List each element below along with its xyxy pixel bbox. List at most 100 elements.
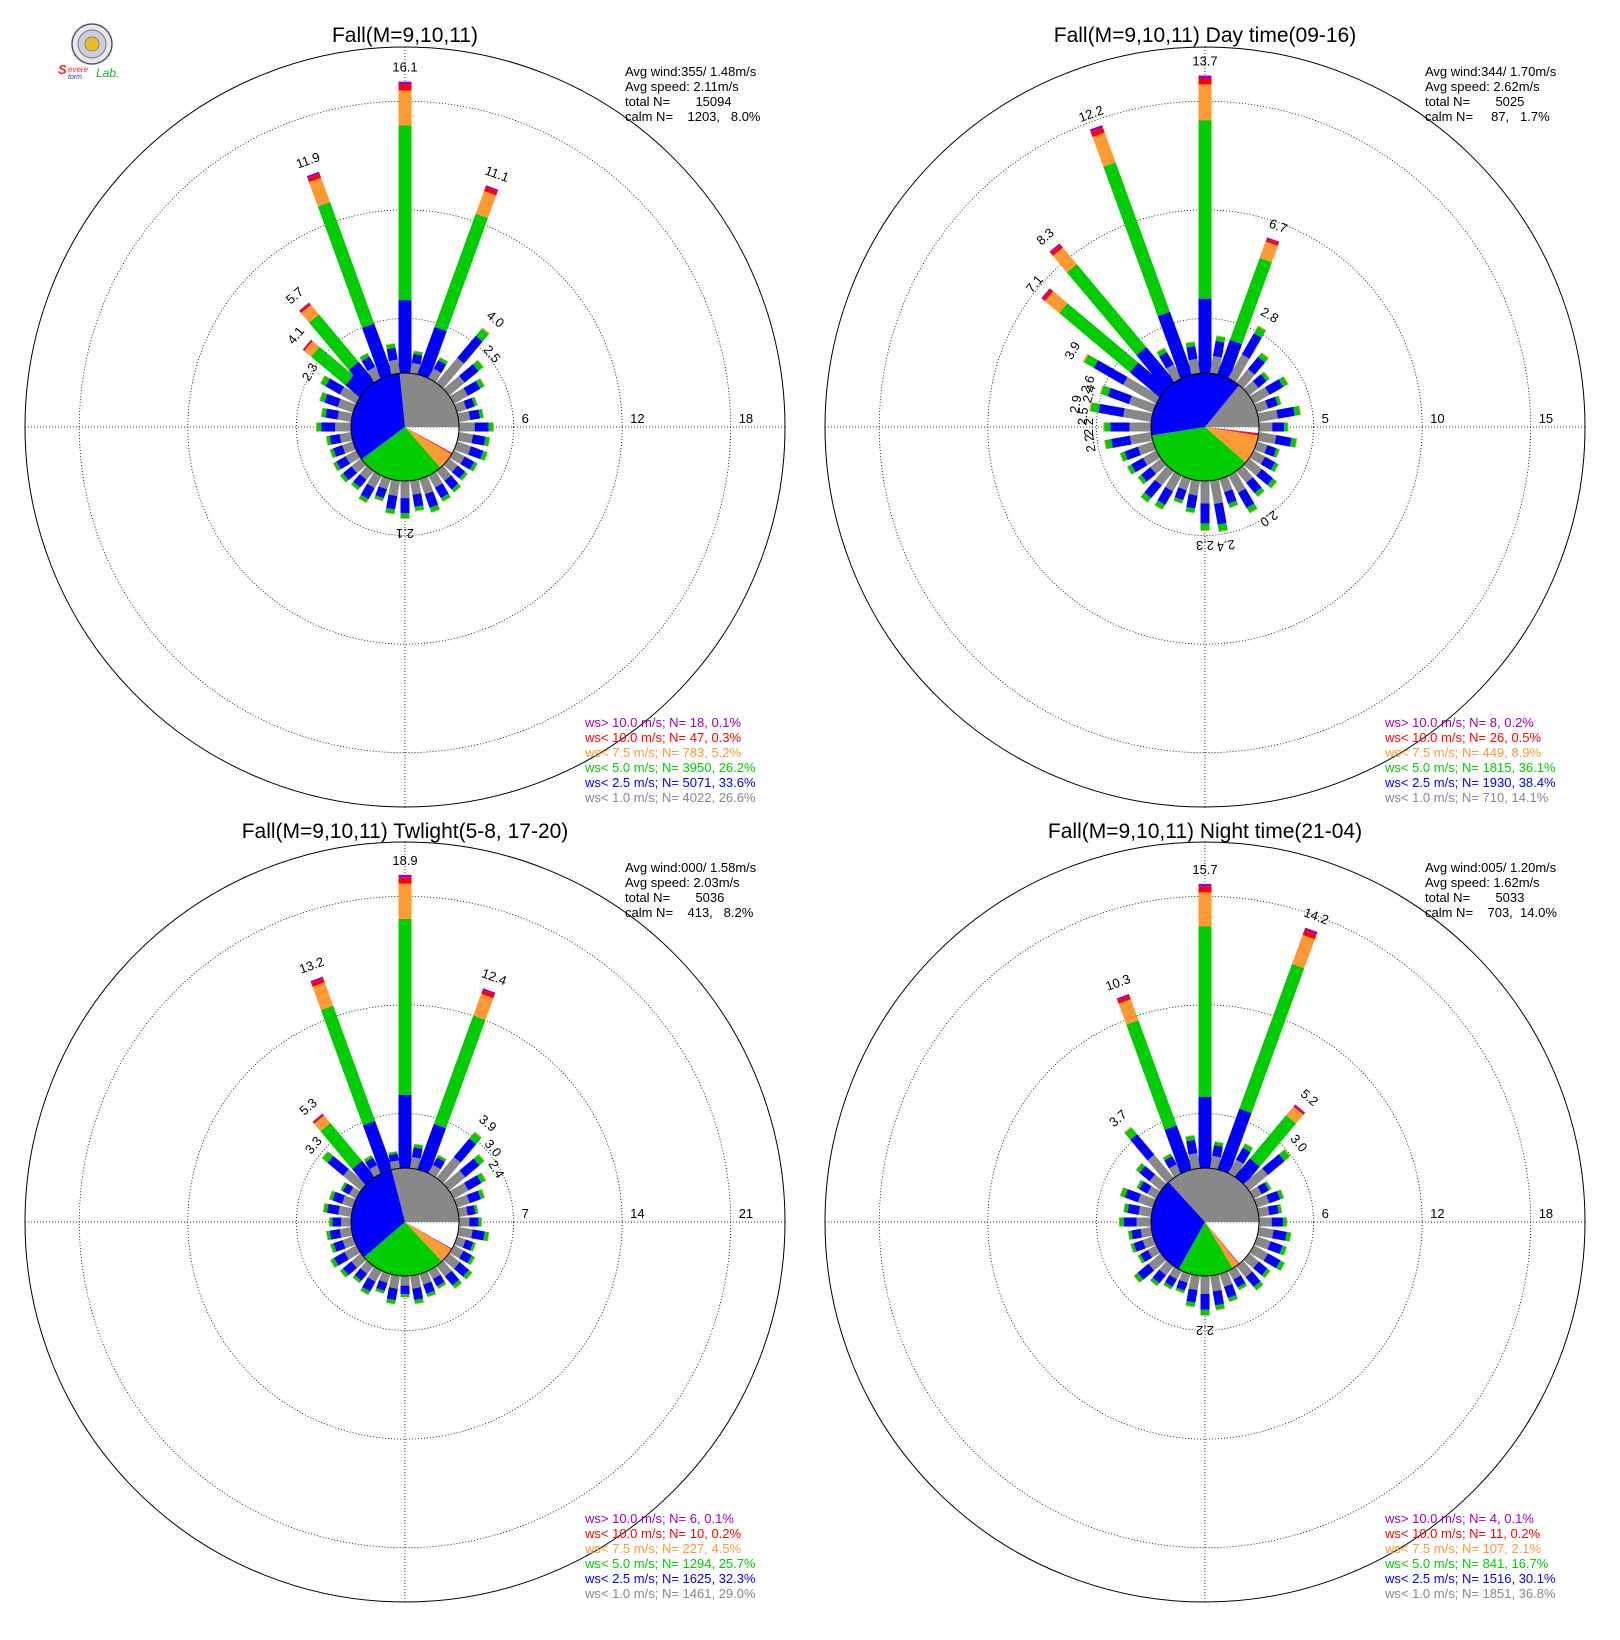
ring-label: 6 [1322, 1206, 1329, 1221]
legend-op: ws< [584, 730, 612, 745]
legend-entry: ws< 10.0 m/s; N= 47, 0.3% [584, 730, 742, 745]
petal-segment [1157, 311, 1193, 379]
petal-segment [1129, 431, 1153, 445]
petal-segment [1123, 1126, 1132, 1134]
petal-segment [1149, 1174, 1167, 1191]
direction-label: 3.7 [1106, 1107, 1129, 1130]
petal-segment [471, 396, 478, 407]
legend-percent: 26.2% [719, 760, 756, 775]
petal-segment [471, 434, 486, 446]
legend-n-label: N= [669, 715, 690, 730]
legend-percent: 8.9% [1511, 745, 1541, 760]
petal-segment [329, 433, 342, 445]
petal-segment [1254, 1236, 1271, 1250]
petal-segment [438, 357, 448, 365]
petal-segment [1103, 162, 1170, 317]
petal-segment [444, 1270, 460, 1286]
stat-line: Avg wind:005/ 1.20m/s [1425, 860, 1557, 875]
legend-entry: ws< 1.0 m/s; N= 1851, 36.8% [1384, 1586, 1556, 1601]
petal-segment [1104, 438, 1113, 449]
petal-segment [457, 1206, 468, 1218]
petal-segment [1293, 1105, 1305, 1115]
legend-entry: ws> 10.0 m/s; N= 6, 0.1% [584, 1511, 734, 1526]
direction-label: 2.4 [1216, 537, 1236, 555]
calm-pie-slice [1205, 427, 1259, 436]
petal-segment [330, 1243, 337, 1253]
petal-segment [1123, 408, 1153, 423]
direction-label: 13.7 [1192, 54, 1217, 69]
legend-n-label: N= [662, 1586, 683, 1601]
legend-limit: 10.0 m/s; [1412, 1511, 1469, 1526]
petal-segment [1293, 405, 1301, 416]
petal-segment [362, 1120, 393, 1174]
petal-segment [466, 1190, 481, 1204]
petal-segment [1131, 1228, 1143, 1240]
petal-segment [413, 350, 423, 356]
calm-pie-slice [351, 1169, 405, 1258]
legend-op: ws< [1384, 1541, 1412, 1556]
petal-segment [339, 386, 361, 404]
legend-percent: 16.7% [1511, 1556, 1548, 1571]
legend-op: ws< [584, 1556, 612, 1571]
petal-segment [1267, 1204, 1279, 1216]
petal-segment [359, 465, 374, 480]
petal-segment [1209, 1274, 1222, 1292]
petal-segment [1236, 1260, 1253, 1278]
legend-op: ws< [1384, 1556, 1412, 1571]
petal-segment [327, 1155, 349, 1176]
petal-segment [306, 171, 320, 179]
petal-segment [1168, 1164, 1182, 1178]
direction-label: 8.3 [1033, 225, 1056, 248]
petal-segment [483, 1231, 489, 1242]
petal-segment [1128, 1230, 1133, 1240]
petal-segment [1120, 451, 1128, 462]
petal-segment [339, 431, 353, 443]
petal-segment [367, 366, 382, 383]
petal-segment [348, 361, 376, 390]
petal-segment [1178, 476, 1191, 491]
petal-segment [1154, 500, 1166, 510]
petal-segment [333, 1251, 349, 1266]
stat-line: Avg speed: 2.11m/s [625, 79, 739, 94]
petal-segment [1304, 927, 1318, 935]
petal-segment [1246, 503, 1258, 513]
legend-entry: ws< 10.0 m/s; N= 26, 0.5% [1384, 730, 1542, 745]
legend-limit: 5.0 m/s; [1412, 1556, 1462, 1571]
direction-label: 2.9 [1067, 394, 1085, 414]
petal-segment [444, 475, 459, 490]
petal-segment [468, 446, 484, 460]
petal-segment [417, 1123, 447, 1174]
petal-segment [436, 465, 452, 481]
petal-segment [385, 507, 396, 514]
petal-segment [1165, 471, 1182, 492]
petal-segment [1261, 1268, 1271, 1278]
petal-segment [1140, 467, 1157, 482]
petal-segment [1257, 409, 1278, 423]
petal-segment [1041, 288, 1051, 300]
petal-segment [459, 1158, 480, 1178]
petal-segment [1044, 291, 1068, 314]
petal-segment [459, 364, 479, 383]
direction-label: 2.4 [486, 1158, 508, 1181]
petal-segment [480, 450, 488, 461]
petal-segment [330, 1257, 339, 1268]
petal-segment [454, 400, 467, 413]
petal-segment [1265, 238, 1279, 246]
legend-op: ws< [1384, 760, 1412, 775]
petal-segment [1120, 1187, 1128, 1198]
legend-op: ws< [584, 760, 612, 775]
legend-limit: 5.0 m/s; [612, 1556, 662, 1571]
legend-n-label: N= [669, 730, 690, 745]
petal-segment [409, 362, 421, 375]
petal-segment [1264, 444, 1277, 457]
chart-title: Fall(M=9,10,11) [332, 24, 478, 47]
petal-segment [1116, 993, 1130, 1001]
legend-count: 26, [1490, 730, 1512, 745]
calm-pie-slice [399, 373, 459, 427]
direction-label: 18.9 [392, 853, 417, 868]
petal-segment [320, 1005, 376, 1126]
petal-segment [312, 1114, 325, 1124]
petal-segment [1274, 395, 1282, 406]
petal-segment [353, 474, 367, 488]
